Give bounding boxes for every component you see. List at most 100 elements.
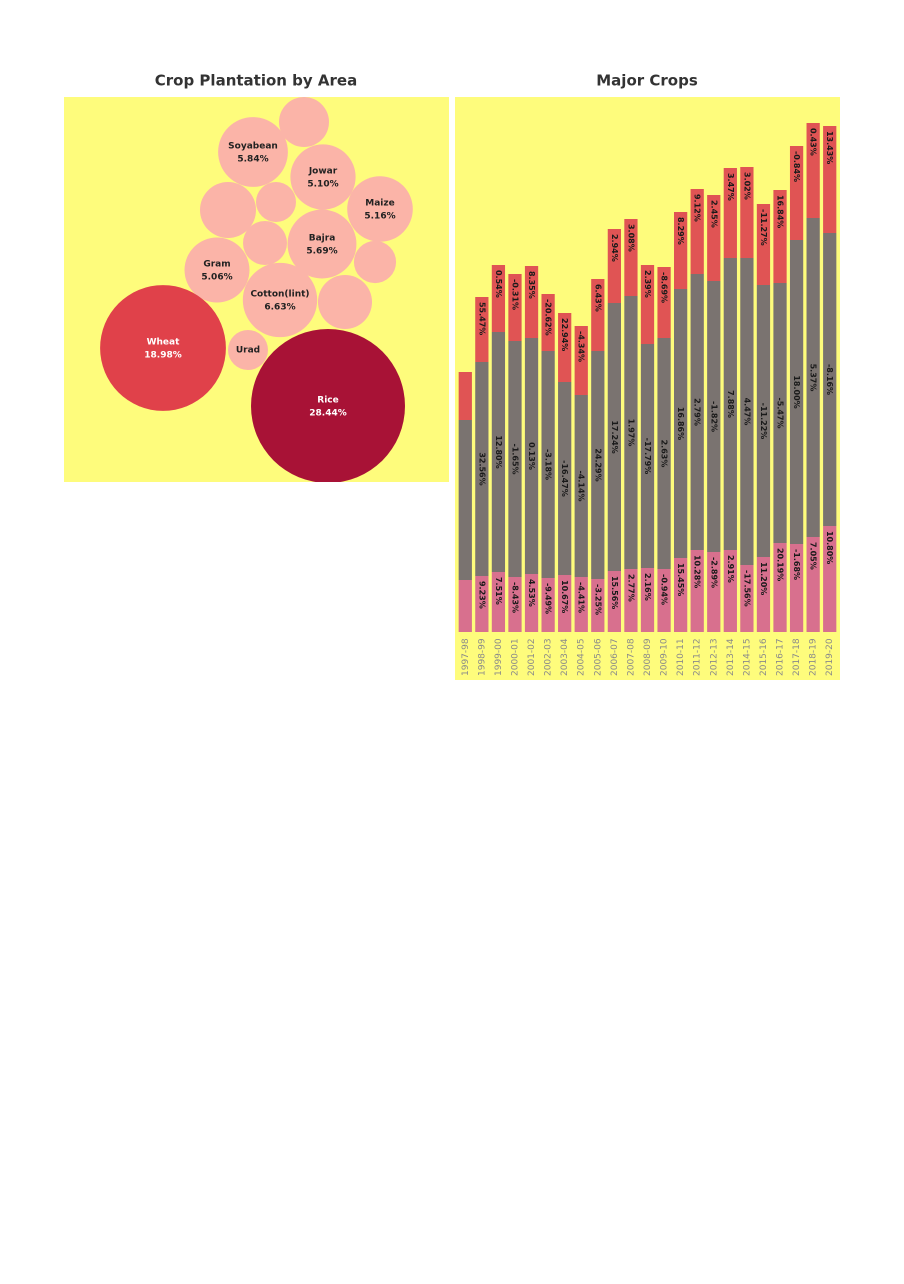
bar-segment — [674, 212, 688, 289]
bar-segment — [773, 283, 787, 543]
bar-segment — [508, 577, 522, 632]
bar-segment — [558, 313, 572, 382]
bar-panel: 1997-98 9.23% 32.56% 55.47% 1998-99 7.51% 12.8… — [455, 97, 840, 680]
bar-segment — [524, 338, 539, 574]
bar-label: 20.19% — [776, 548, 785, 581]
bar-label: 1.97% — [626, 419, 635, 447]
bar-segment — [574, 326, 588, 395]
bar-label: 0.43% — [809, 128, 818, 156]
bar-label: -4.34% — [577, 331, 586, 362]
x-tick-label: 2001-02 — [527, 638, 537, 676]
bar-label: 2.94% — [610, 234, 619, 262]
bar-label: 9.12% — [693, 194, 702, 222]
bubble — [353, 240, 397, 284]
bar-segment — [458, 372, 472, 420]
bar-label: -5.47% — [776, 397, 785, 428]
x-tick-label: 2009-10 — [660, 638, 670, 676]
bar-label: 9.23% — [477, 581, 486, 609]
bubble — [255, 181, 297, 223]
bar-segment — [723, 258, 737, 550]
bar-label: 0.54% — [494, 270, 503, 298]
bar-label: 13.43% — [825, 131, 834, 164]
bar-label: 15.56% — [610, 576, 619, 609]
bubble-label: Soyabean — [228, 142, 278, 152]
bubble — [218, 117, 288, 187]
bubble-value-label: 5.06% — [201, 273, 232, 283]
bar-segment — [591, 351, 605, 579]
bar-label: -11.27% — [759, 209, 768, 246]
bar-label: 10.28% — [693, 555, 702, 588]
bar-segment — [508, 274, 522, 341]
bar-segment — [690, 274, 704, 550]
bar-segment — [624, 219, 638, 296]
bar-segment — [789, 240, 804, 544]
bar-segment — [723, 550, 737, 632]
bar-label: 3.08% — [626, 224, 635, 252]
bar-label: -0.94% — [660, 574, 669, 605]
bar-segment — [508, 341, 522, 577]
bubble-value-label: 6.63% — [264, 303, 295, 313]
bar-label: 3.47% — [726, 173, 735, 201]
bar-segment — [640, 344, 655, 568]
bubble-value-label: 5.84% — [237, 155, 268, 165]
bar-segment — [624, 569, 638, 632]
bar-label: -9.49% — [544, 583, 553, 614]
bar-label: -20.62% — [544, 299, 553, 336]
bar-segment — [491, 265, 506, 332]
bar-label: -1.65% — [510, 443, 519, 474]
bar-label: 4.47% — [742, 398, 751, 426]
bar-label: 3.02% — [742, 172, 751, 200]
bar-segment — [823, 126, 837, 233]
bar-segment — [806, 537, 820, 632]
bar-segment — [657, 267, 671, 338]
x-tick-label: 2010-11 — [676, 638, 686, 676]
x-tick-label: 2017-18 — [792, 638, 802, 676]
bar-segment — [789, 544, 804, 632]
bar-segment — [624, 296, 638, 569]
bar-label: 7.51% — [494, 577, 503, 605]
bar-segment — [723, 168, 737, 258]
chart-title: Major Crops — [596, 72, 698, 90]
bubble — [200, 182, 256, 238]
bar-label: 2.45% — [709, 200, 718, 228]
bar-label: 15.45% — [676, 563, 685, 596]
bubble-label: Cotton(lint) — [250, 290, 309, 300]
bar-segment — [541, 578, 555, 632]
bar-segment — [806, 218, 820, 537]
bubble — [347, 176, 413, 242]
bar-label: -8.16% — [825, 364, 834, 395]
bar-label: -16.47% — [560, 460, 569, 497]
bar-label: 7.05% — [809, 542, 818, 570]
bubble — [242, 262, 318, 338]
bubble — [184, 237, 250, 303]
bar-segment — [640, 265, 655, 344]
bubble-label: Urad — [236, 346, 260, 356]
bubble-label: Maize — [365, 199, 394, 209]
bar-segment — [740, 258, 754, 565]
bar-segment — [707, 281, 721, 552]
bubble-label: Bajra — [309, 234, 336, 244]
bubble-label: Wheat — [147, 338, 181, 348]
bubble — [278, 97, 330, 148]
x-tick-label: 2019-20 — [825, 638, 835, 676]
x-tick-label: 2000-01 — [510, 638, 520, 676]
bar-segment — [740, 565, 754, 632]
bubble-panel: Soyabean 5.84% Jowar 5.10% Maize 5.16% Bajra 5.… — [64, 97, 449, 482]
bar-label: -4.14% — [577, 470, 586, 501]
bar-label: -11.22% — [759, 403, 768, 440]
bar-segment — [674, 558, 688, 632]
bar-segment — [640, 568, 655, 632]
bar-segment — [458, 420, 472, 580]
x-tick-label: 2006-07 — [610, 638, 620, 676]
bar-label: -17.79% — [643, 438, 652, 475]
bar-label: 32.56% — [477, 452, 486, 485]
bar-segment — [657, 338, 671, 569]
bar-label: 24.29% — [593, 448, 602, 481]
bubble — [287, 209, 357, 279]
bar-segment — [789, 146, 804, 240]
x-tick-label: 2013-14 — [726, 638, 736, 676]
bubble — [251, 329, 405, 482]
bar-segment — [756, 204, 771, 285]
x-tick-label: 1997-98 — [461, 638, 471, 676]
